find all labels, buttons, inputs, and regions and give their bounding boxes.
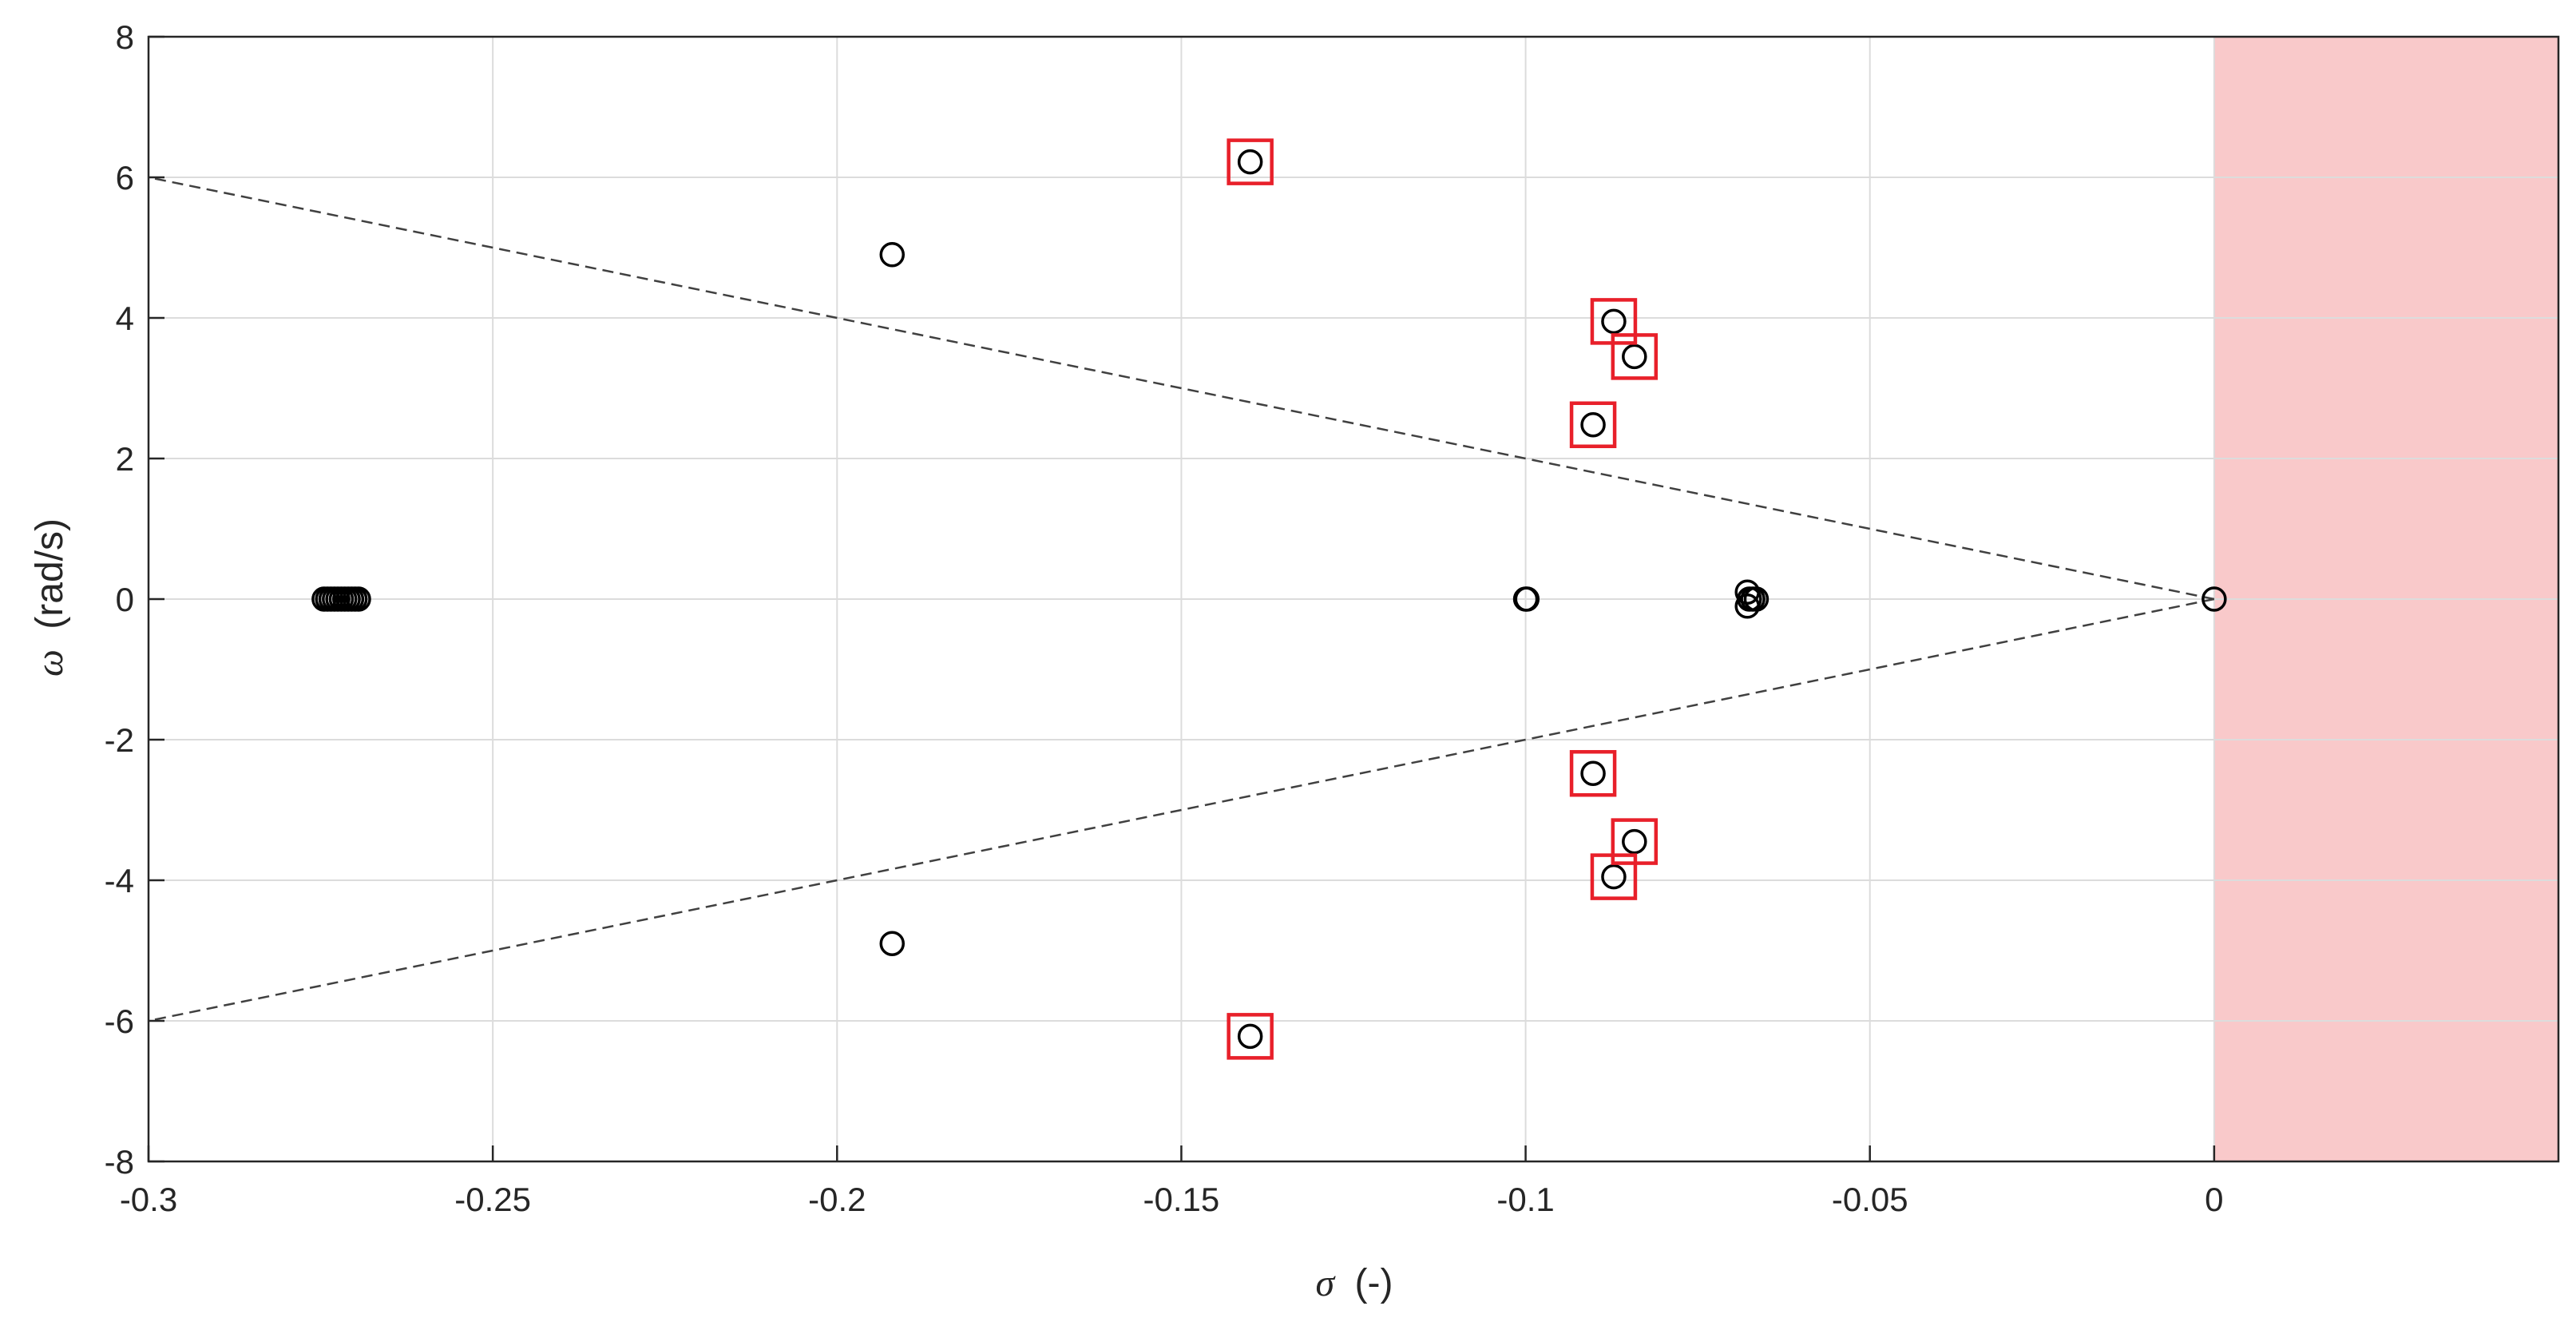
highlight-square	[1227, 1013, 1274, 1060]
pole-marker	[879, 242, 906, 268]
pole-marker	[1601, 863, 1627, 890]
pole-marker	[1743, 586, 1770, 612]
x-tick-label: -0.05	[1832, 1181, 1908, 1218]
pole-marker	[346, 586, 371, 612]
y-axis-unit: (rad/s)	[29, 518, 71, 629]
x-tick-label: -0.2	[808, 1181, 866, 1218]
x-axis-label: σ (-)	[1316, 1262, 1393, 1304]
pole-marker	[1580, 412, 1606, 438]
pole-marker	[1601, 308, 1627, 335]
pole-marker	[1622, 343, 1647, 370]
y-axis-label: ω (rad/s)	[29, 518, 71, 677]
pole-marker	[1580, 760, 1606, 786]
pole-marker	[879, 931, 906, 956]
y-axis-symbol: ω	[29, 649, 71, 677]
x-tick-label: -0.15	[1143, 1181, 1220, 1218]
x-tick-label: -0.3	[120, 1181, 177, 1218]
damping-line	[148, 176, 2215, 601]
pole-marker	[1237, 1023, 1263, 1050]
y-tick-label: -8	[105, 1143, 134, 1181]
y-tick-label: -6	[105, 1002, 134, 1040]
y-tick-label: 6	[116, 159, 134, 197]
y-tick-labels: -8 -6 -4 -2 0 2 4 6 8	[105, 18, 134, 1181]
poles	[311, 149, 2227, 1050]
x-axis-unit: (-)	[1355, 1262, 1393, 1304]
y-tick-label: 8	[116, 18, 134, 56]
pole-marker	[1622, 828, 1647, 855]
y-tick-label: 0	[116, 581, 134, 618]
damping-lines	[148, 176, 2215, 1022]
x-tick-label: -0.1	[1496, 1181, 1554, 1218]
pole-marker	[1514, 586, 1540, 612]
pole-marker	[2201, 586, 2227, 612]
highlight-square	[1227, 138, 1274, 185]
damping-line	[148, 597, 2215, 1022]
x-tick-labels: -0.3 -0.25 -0.2 -0.15 -0.1 -0.05 0	[120, 1181, 2224, 1218]
highlight-square	[1569, 749, 1617, 797]
x-axis-symbol: σ	[1316, 1262, 1337, 1304]
y-tick-label: 2	[116, 440, 134, 478]
y-tick-label: -4	[105, 862, 134, 899]
y-tick-label: 4	[116, 300, 134, 337]
highlight-markers	[1227, 138, 1659, 1060]
highlight-square	[1611, 818, 1659, 865]
highlight-square	[1569, 401, 1617, 449]
axes-box	[147, 35, 2560, 1163]
pole-marker	[1237, 149, 1263, 175]
highlight-square	[1611, 333, 1659, 380]
x-tick-label: -0.25	[454, 1181, 531, 1218]
y-tick-label: -2	[105, 721, 134, 759]
x-tick-label: 0	[2205, 1181, 2223, 1218]
